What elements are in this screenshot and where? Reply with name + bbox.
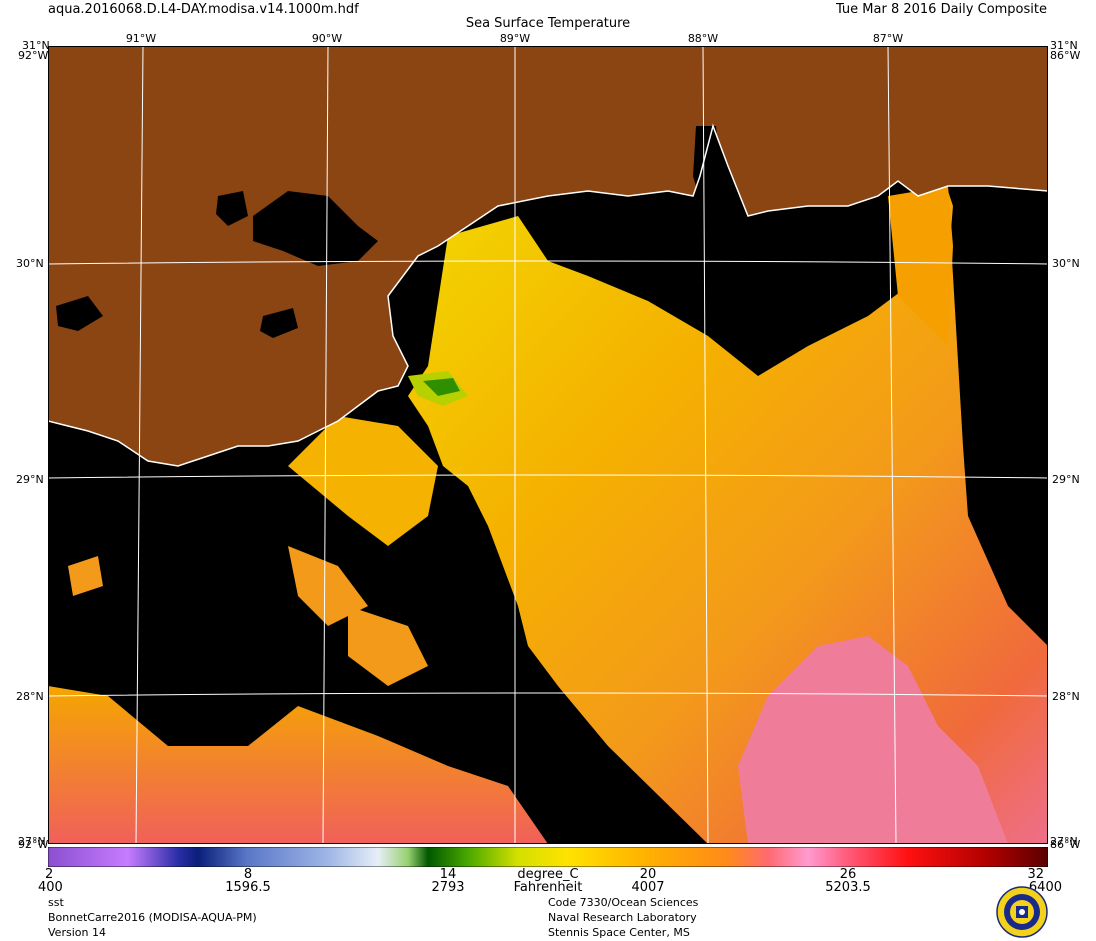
corner-br-lon: 86°W [1050, 838, 1081, 851]
cbar-tick-c-14: 14 [439, 867, 457, 882]
footer-code: Code 7330/Ocean Sciences [548, 896, 699, 909]
cbar-tick-c-20: 20 [639, 867, 657, 882]
date-label: Tue Mar 8 2016 Daily Composite [835, 2, 1047, 17]
sst-map [48, 46, 1048, 844]
corner-tr-lat: 31°N [1050, 39, 1078, 52]
lake-maurepas [216, 191, 248, 226]
cbar-tick-f-5203: 5203.5 [825, 880, 871, 895]
lon-label-89w: 89°W [499, 32, 531, 45]
cbar-unit-c: degree_C [517, 867, 579, 882]
corner-bl-lon: 92°W [18, 838, 49, 851]
sst-delta-dark-green [423, 378, 460, 396]
cbar-tick-f-4007: 4007 [631, 880, 665, 895]
cbar-tick-c-26: 26 [839, 867, 857, 882]
corner-tl-lat: 31°N [22, 39, 50, 52]
cbar-tick-f-400: 400 [38, 880, 63, 895]
footer-location: Stennis Space Center, MS [548, 926, 690, 939]
cbar-tick-f-2793: 2793 [431, 880, 465, 895]
sst-east-strip [888, 186, 953, 346]
cbar-tick-f-1596: 1596.5 [225, 880, 271, 895]
cbar-tick-c-2: 2 [45, 867, 54, 882]
color-scale-bar [48, 847, 1048, 867]
parallel-30n [48, 260, 1048, 265]
meridian-91w [135, 46, 144, 844]
lon-label-88w: 88°W [687, 32, 719, 45]
color-scale-gradient [48, 847, 1048, 867]
sst-pink-area [738, 636, 1008, 844]
lon-label-87w: 87°W [872, 32, 904, 45]
lat-label-28n-left: 28°N [16, 690, 44, 703]
cbar-tick-c-8: 8 [243, 867, 253, 882]
land-area [48, 46, 1048, 466]
lat-label-28n-right: 28°N [1052, 690, 1080, 703]
nrl-seal-icon [996, 886, 1048, 938]
parallel-29n [48, 474, 1048, 479]
graticule [48, 46, 1048, 844]
map-title: Sea Surface Temperature [465, 16, 631, 31]
parallel-28n [48, 692, 1048, 697]
corner-br-lat: 27°N [1050, 835, 1078, 848]
footer-experiment: BonnetCarre2016 (MODISA-AQUA-PM) [48, 911, 257, 924]
mobile-bay [693, 126, 723, 211]
lat-label-29n-left: 29°N [16, 473, 44, 486]
cbar-unit-f: Fahrenheit [513, 880, 583, 895]
meridian-90w [322, 46, 329, 844]
lake-pontchartrain [253, 191, 378, 266]
footer-version: Version 14 [48, 926, 106, 939]
lake-small-2 [56, 296, 103, 331]
sst-southwest [48, 686, 548, 844]
meridian-88w [702, 46, 709, 844]
map-frame [48, 46, 1048, 844]
corner-bl-lat: 27°N [18, 835, 46, 848]
sst-west-speckles [68, 546, 428, 686]
lat-label-29n-right: 29°N [1052, 473, 1080, 486]
lon-label-91w: 91°W [125, 32, 157, 45]
lake-small-1 [260, 308, 298, 338]
lon-label-90w: 90°W [311, 32, 343, 45]
corner-tr-lon: 86°W [1050, 49, 1081, 62]
lat-label-30n-right: 30°N [1052, 257, 1080, 270]
cbar-tick-c-32: 32 [1027, 867, 1044, 882]
corner-tl-lon: 92°W [18, 49, 49, 62]
meridian-87w [887, 46, 897, 844]
coastline [48, 123, 1048, 467]
footer-product: sst [48, 896, 64, 909]
file-name: aqua.2016068.D.L4-DAY.modisa.v14.1000m.h… [48, 2, 359, 17]
footer-lab: Naval Research Laboratory [548, 911, 697, 924]
lat-label-30n-left: 30°N [16, 257, 44, 270]
